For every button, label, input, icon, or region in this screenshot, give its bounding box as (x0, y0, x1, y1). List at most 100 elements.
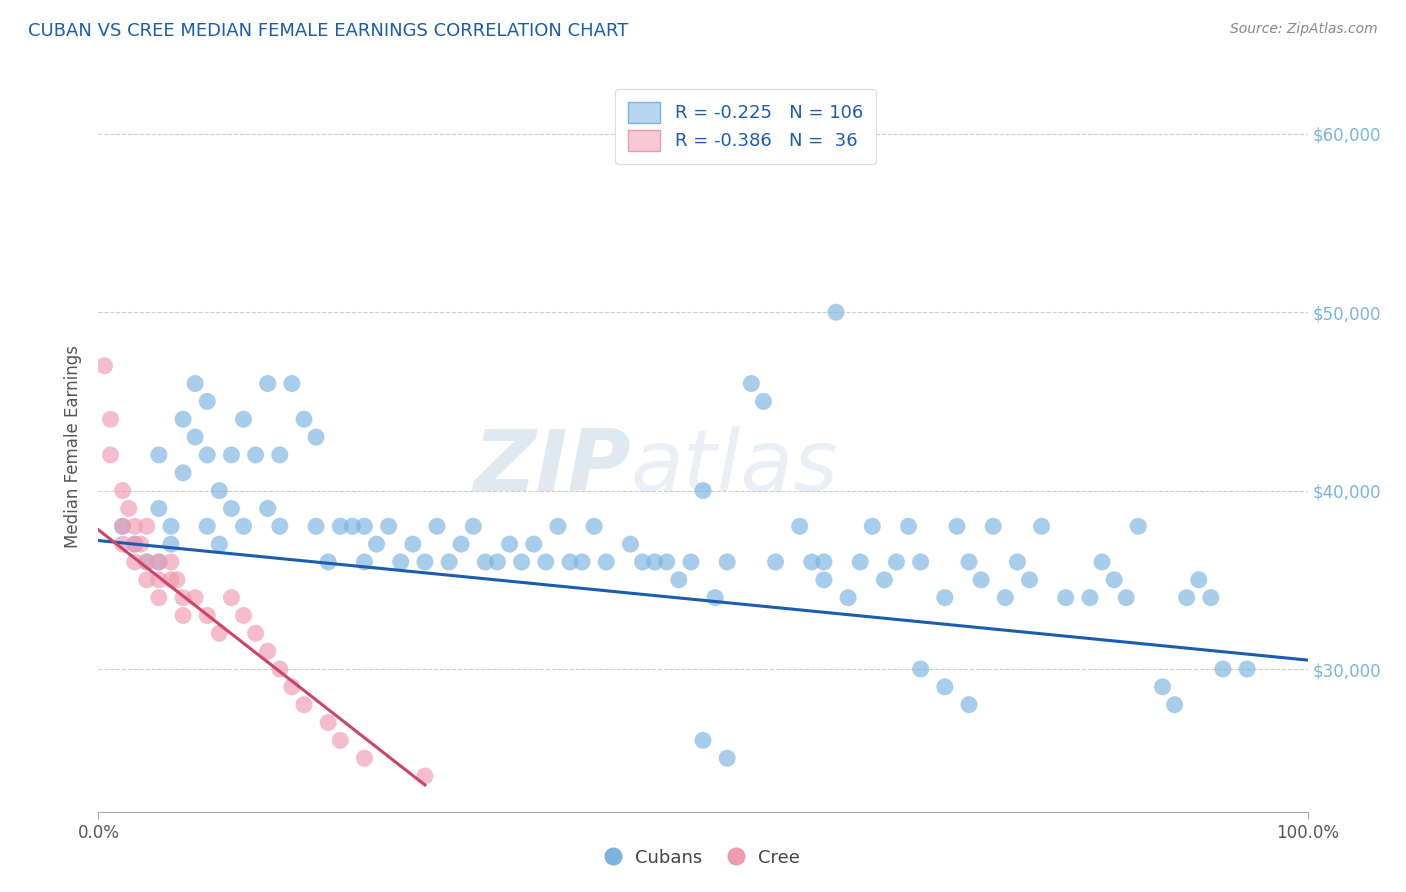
Text: Source: ZipAtlas.com: Source: ZipAtlas.com (1230, 22, 1378, 37)
Point (534, 555, 557, 569)
Point (184, 376, 207, 391)
Y-axis label: Median Female Earnings: Median Female Earnings (65, 344, 83, 548)
Point (692, 483, 714, 498)
Point (1152, 680, 1174, 694)
Point (245, 448, 267, 462)
Text: atlas: atlas (630, 426, 838, 509)
Point (595, 555, 617, 569)
Point (377, 519, 399, 533)
Point (316, 555, 339, 569)
Point (111, 537, 134, 551)
Point (93, 359, 115, 373)
Point (1018, 573, 1040, 587)
Point (148, 555, 170, 569)
Point (1115, 591, 1137, 605)
Point (172, 412, 194, 426)
Point (450, 537, 472, 551)
Point (800, 555, 823, 569)
Point (765, 555, 787, 569)
Point (160, 537, 183, 551)
Point (934, 680, 956, 694)
Point (1163, 698, 1185, 712)
Point (1175, 591, 1198, 605)
Point (644, 555, 666, 569)
Point (184, 430, 207, 444)
Point (463, 519, 485, 533)
Text: CUBAN VS CREE MEDIAN FEMALE EARNINGS CORRELATION CHART: CUBAN VS CREE MEDIAN FEMALE EARNINGS COR… (28, 22, 628, 40)
Point (692, 733, 714, 747)
Point (221, 591, 243, 605)
Point (873, 573, 896, 587)
Point (208, 626, 231, 640)
Point (1031, 519, 1053, 533)
Point (583, 519, 606, 533)
Point (195, 448, 218, 462)
Point (1128, 519, 1150, 533)
Point (1091, 555, 1114, 569)
Point (342, 519, 364, 533)
Point (752, 394, 775, 409)
Point (716, 555, 738, 569)
Point (292, 412, 315, 426)
Point (679, 555, 702, 569)
Point (148, 573, 170, 587)
Point (148, 591, 170, 605)
Point (668, 573, 690, 587)
Point (389, 555, 412, 569)
Point (1212, 662, 1234, 676)
Point (957, 698, 980, 712)
Point (305, 519, 328, 533)
Point (402, 537, 425, 551)
Point (474, 555, 496, 569)
Point (124, 519, 146, 533)
Point (510, 555, 533, 569)
Point (195, 608, 218, 623)
Point (316, 715, 339, 730)
Point (886, 555, 908, 569)
Point (486, 555, 509, 569)
Point (558, 555, 581, 569)
Point (269, 519, 291, 533)
Point (910, 555, 932, 569)
Point (957, 555, 980, 569)
Point (655, 555, 678, 569)
Point (547, 519, 569, 533)
Point (860, 519, 883, 533)
Point (160, 519, 183, 533)
Point (100, 448, 122, 462)
Point (124, 537, 146, 551)
Point (208, 483, 231, 498)
Point (366, 537, 388, 551)
Point (160, 555, 183, 569)
Point (934, 591, 956, 605)
Point (124, 555, 146, 569)
Point (256, 376, 278, 391)
Point (256, 501, 278, 516)
Point (256, 644, 278, 658)
Point (245, 626, 267, 640)
Point (813, 555, 835, 569)
Point (413, 769, 436, 783)
Point (1078, 591, 1101, 605)
Point (353, 519, 375, 533)
Point (329, 519, 352, 533)
Point (160, 573, 183, 587)
Point (789, 519, 811, 533)
Point (523, 537, 546, 551)
Point (1102, 573, 1125, 587)
Point (111, 519, 134, 533)
Point (813, 573, 835, 587)
Point (619, 537, 641, 551)
Point (1054, 591, 1077, 605)
Point (269, 662, 291, 676)
Point (970, 573, 993, 587)
Point (1236, 662, 1258, 676)
Legend: R = -0.225   N = 106, R = -0.386   N =  36: R = -0.225 N = 106, R = -0.386 N = 36 (614, 89, 876, 163)
Point (704, 591, 727, 605)
Point (195, 519, 218, 533)
Point (221, 448, 243, 462)
Point (148, 555, 170, 569)
Point (305, 430, 328, 444)
Point (837, 591, 859, 605)
Point (329, 733, 352, 747)
